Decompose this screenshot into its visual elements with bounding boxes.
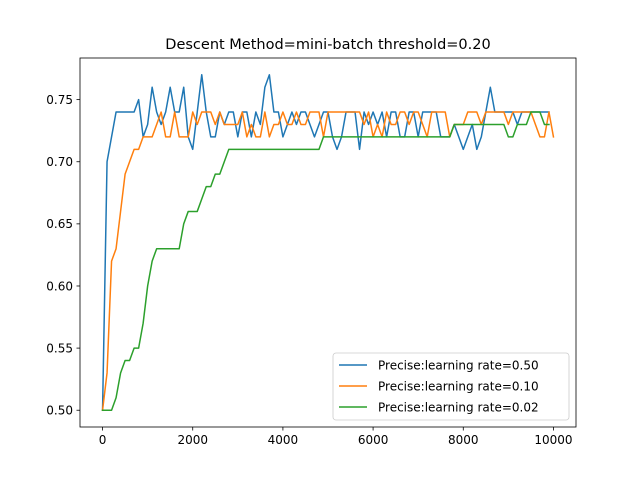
x-tick-label: 6000	[358, 433, 389, 447]
legend-label-0: Precise:learning rate=0.50	[378, 358, 539, 372]
y-tick-label: 0.75	[46, 93, 73, 107]
series-line-1	[101, 111, 555, 412]
plot-area	[79, 57, 577, 428]
legend-label-2: Precise:learning rate=0.02	[378, 400, 539, 414]
x-tick-label: 4000	[268, 433, 299, 447]
legend-label-1: Precise:learning rate=0.10	[378, 379, 539, 393]
x-tick-label: 0	[99, 433, 107, 447]
y-tick-label: 0.50	[46, 404, 73, 418]
chart-title: Descent Method=mini-batch threshold=0.20	[165, 37, 490, 53]
y-tick-label: 0.55	[46, 341, 73, 355]
x-tick-label: 2000	[177, 433, 208, 447]
y-tick-label: 0.70	[46, 155, 73, 169]
plot-frame	[79, 57, 577, 428]
y-axis: 0.50 0.55 0.60 0.65 0.70 0.75	[46, 93, 80, 418]
y-tick-label: 0.60	[46, 279, 73, 293]
series-line-2	[101, 111, 550, 411]
series-line-0	[101, 74, 550, 411]
x-tick-label: 8000	[448, 433, 479, 447]
x-axis: 0 2000 4000 6000 8000 10000	[99, 427, 573, 447]
y-tick-label: 0.65	[46, 217, 73, 231]
x-tick-label: 10000	[534, 433, 572, 447]
legend: Precise:learning rate=0.50 Precise:learni…	[332, 352, 570, 421]
legend-box	[332, 352, 570, 421]
